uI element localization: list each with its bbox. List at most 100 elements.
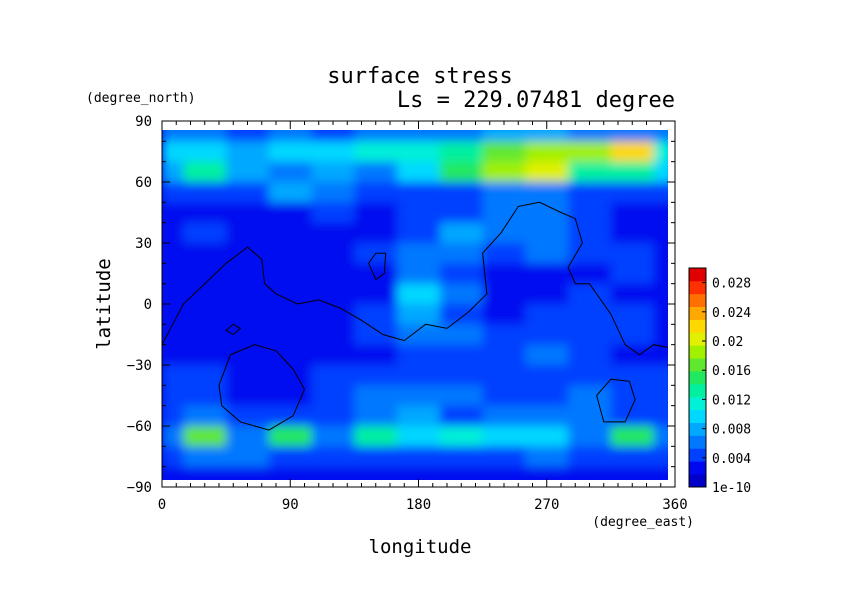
field-cell — [482, 426, 526, 447]
colorbar-swatch — [689, 345, 706, 359]
field-cell — [183, 446, 227, 468]
colorbar-label: 0.02 — [712, 335, 743, 350]
field-cell — [653, 426, 668, 447]
field-cell — [397, 243, 441, 264]
field-cell — [439, 263, 484, 285]
colorbar-label: 0.024 — [712, 306, 751, 321]
field-cell — [610, 243, 655, 264]
colorbar-label: 0.008 — [712, 423, 751, 438]
field-cells — [162, 130, 668, 480]
chart-subtitle: Ls = 229.07481 degree — [397, 88, 675, 113]
y-axis-label: latitude — [93, 258, 115, 350]
field-cell — [226, 304, 270, 325]
field-cell — [268, 263, 313, 285]
field-cell — [183, 426, 227, 447]
y-tick-label: −30 — [127, 358, 152, 374]
field-cell — [311, 426, 355, 447]
field-cell — [653, 283, 668, 305]
field-cell — [311, 222, 355, 244]
field-cell — [482, 130, 526, 142]
field-cell — [183, 405, 227, 427]
x-tick-label: 270 — [534, 497, 559, 513]
field-cell — [482, 304, 526, 325]
field-cell — [610, 161, 655, 183]
field-cell — [439, 141, 484, 163]
field-cell — [226, 161, 270, 183]
colorbar-swatch — [689, 319, 706, 333]
field-cell — [354, 304, 398, 325]
field-cell — [439, 182, 484, 203]
field-cell — [397, 141, 441, 163]
field-cell — [610, 304, 655, 325]
field-cell — [568, 344, 612, 366]
topography-contour — [225, 323, 242, 335]
field-cell — [482, 385, 526, 407]
field-cell — [162, 283, 184, 305]
y-tick-label: −60 — [127, 419, 152, 435]
field-cell — [226, 466, 270, 480]
field-cell — [354, 426, 398, 447]
colorbar-label: 0.004 — [712, 452, 751, 467]
field-cell — [354, 365, 398, 386]
field-cell — [268, 202, 313, 224]
field-cell — [439, 365, 484, 386]
field-cell — [354, 182, 398, 203]
field-cell — [226, 405, 270, 427]
field-cell — [482, 222, 526, 244]
field-cell — [226, 243, 270, 264]
field-cell — [482, 446, 526, 468]
field-cell — [268, 141, 313, 163]
field-cell — [610, 385, 655, 407]
field-cell — [268, 365, 313, 386]
colorbar-label: 0.016 — [712, 364, 751, 379]
field-cell — [397, 446, 441, 468]
y-tick-label: 60 — [135, 175, 152, 191]
y-tick-label: 0 — [144, 297, 152, 313]
field-cell — [653, 130, 668, 142]
field-cell — [610, 365, 655, 386]
field-cell — [268, 182, 313, 203]
field-cell — [354, 263, 398, 285]
field-cell — [439, 161, 484, 183]
field-cell — [439, 283, 484, 305]
field-cell — [183, 202, 227, 224]
field-cell — [311, 304, 355, 325]
field-cell — [525, 243, 569, 264]
field-cell — [354, 161, 398, 183]
field-cell — [311, 446, 355, 468]
field-cell — [653, 222, 668, 244]
field-cell — [226, 141, 270, 163]
field-cell — [354, 283, 398, 305]
field-cell — [268, 130, 313, 142]
field-cell — [568, 243, 612, 264]
field-cell — [653, 202, 668, 224]
colorbar-swatch — [689, 268, 706, 282]
field-cell — [162, 466, 184, 480]
field-cell — [525, 446, 569, 468]
field-cell — [226, 263, 270, 285]
field-cell — [482, 405, 526, 427]
x-tick-label: 180 — [406, 497, 431, 513]
field-cell — [268, 446, 313, 468]
field-cell — [226, 324, 270, 346]
field-cell — [439, 405, 484, 427]
field-cell — [311, 161, 355, 183]
field-cell — [653, 141, 668, 163]
field-cell — [439, 385, 484, 407]
colorbar-swatch — [689, 332, 706, 346]
field-cell — [653, 405, 668, 427]
field-cell — [568, 283, 612, 305]
field-cell — [482, 283, 526, 305]
field-cell — [311, 344, 355, 366]
topography-contours — [162, 201, 668, 431]
x-unit-label: (degree_east) — [592, 515, 694, 530]
field-cell — [354, 405, 398, 427]
field-cell — [568, 466, 612, 480]
field-cell — [183, 263, 227, 285]
field-cell — [311, 283, 355, 305]
field-cell — [162, 202, 184, 224]
y-tick-label: 90 — [135, 114, 152, 130]
field-cell — [525, 324, 569, 346]
topography-contour — [162, 201, 668, 356]
field-cell — [183, 365, 227, 386]
